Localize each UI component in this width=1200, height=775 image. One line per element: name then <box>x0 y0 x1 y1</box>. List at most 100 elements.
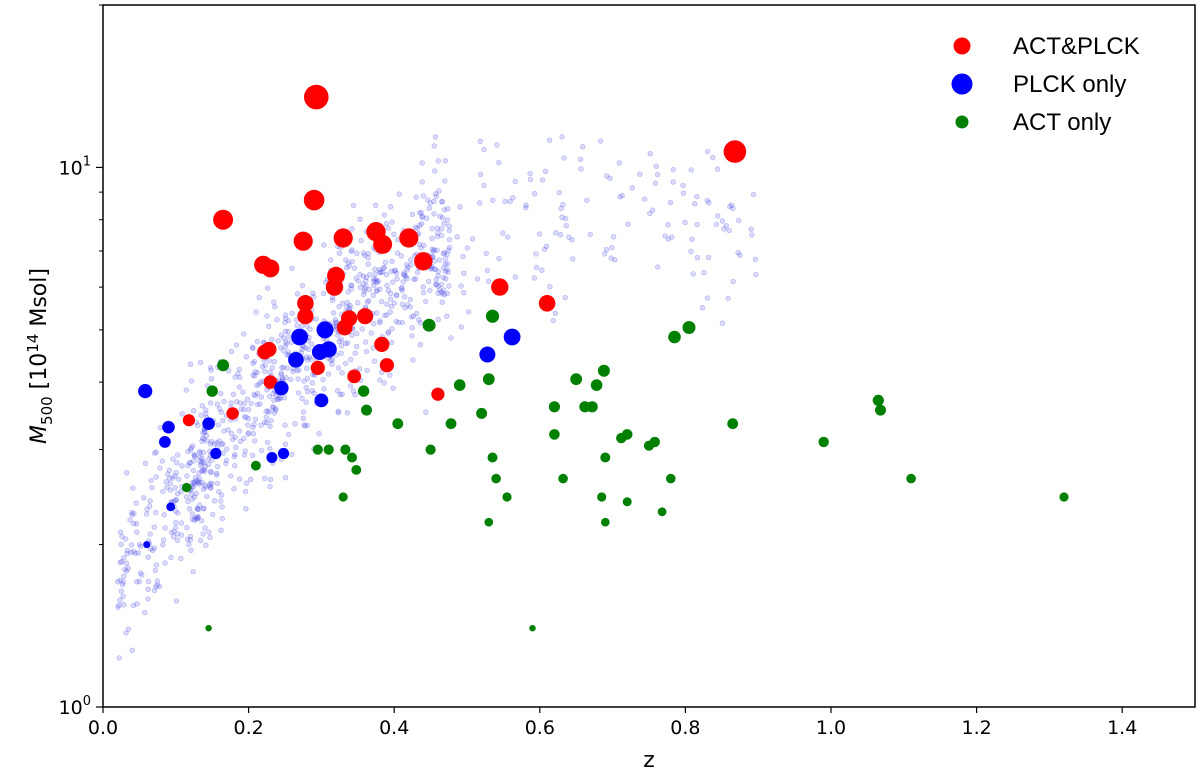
background-point <box>139 572 145 578</box>
background-point <box>220 450 226 456</box>
data-point <box>649 436 660 448</box>
background-point <box>412 224 419 231</box>
data-point <box>491 473 501 484</box>
background-point <box>391 231 397 238</box>
background-point <box>441 250 448 256</box>
background-point <box>189 516 196 522</box>
background-point <box>654 264 661 270</box>
background-point <box>496 255 502 262</box>
background-point <box>408 262 414 268</box>
background-point <box>192 515 198 521</box>
background-point <box>625 221 631 227</box>
background-point <box>220 417 226 424</box>
background-point <box>173 496 179 503</box>
data-point <box>1059 492 1069 502</box>
background-point <box>749 232 755 238</box>
background-point <box>283 375 289 381</box>
background-point <box>458 283 464 289</box>
background-point <box>619 192 625 199</box>
background-point <box>403 273 409 280</box>
background-point <box>400 279 406 285</box>
background-point <box>469 236 476 242</box>
background-point <box>241 400 248 407</box>
background-point <box>176 476 182 483</box>
background-point <box>384 312 390 318</box>
data-point <box>548 401 561 413</box>
legend-marker <box>951 73 973 95</box>
background-point <box>197 462 204 468</box>
data-point <box>310 360 325 375</box>
background-point <box>439 198 445 205</box>
background-point <box>345 340 351 346</box>
background-point <box>284 365 290 371</box>
background-point <box>437 287 443 293</box>
background-point <box>197 454 203 461</box>
background-point <box>258 447 265 454</box>
background-point <box>207 364 214 371</box>
background-point <box>301 344 307 350</box>
background-point <box>335 365 342 371</box>
background-point <box>557 232 564 238</box>
data-point <box>340 444 351 455</box>
background-point <box>427 287 433 294</box>
data-point <box>347 452 357 463</box>
data-point <box>162 420 175 434</box>
background-point <box>357 271 363 278</box>
background-point <box>308 356 314 363</box>
background-point <box>228 431 235 437</box>
background-point <box>465 309 472 315</box>
background-point <box>694 221 700 228</box>
background-point <box>266 409 273 415</box>
background-point <box>240 389 246 395</box>
background-point <box>274 396 281 402</box>
data-point <box>297 295 314 312</box>
background-point <box>409 325 415 331</box>
background-point <box>387 290 394 297</box>
background-point <box>344 265 350 271</box>
background-point <box>377 318 383 324</box>
data-point <box>320 341 337 358</box>
background-point <box>432 168 438 174</box>
background-point <box>330 294 336 301</box>
background-point <box>267 476 274 483</box>
background-point <box>277 395 284 402</box>
background-point <box>433 191 439 197</box>
background-point <box>251 421 257 428</box>
background-point <box>389 326 395 332</box>
background-point <box>379 269 385 275</box>
background-point <box>295 376 301 382</box>
background-point <box>442 256 449 262</box>
background-point <box>405 264 411 270</box>
background-point <box>304 357 311 363</box>
background-point <box>129 509 135 516</box>
background-point <box>195 477 201 484</box>
background-point <box>336 303 342 310</box>
background-point <box>190 467 197 474</box>
background-point <box>694 254 701 261</box>
data-point <box>374 336 390 352</box>
background-point <box>236 428 243 434</box>
background-point <box>117 597 123 603</box>
data-point <box>357 308 374 325</box>
background-point <box>500 230 506 236</box>
background-point <box>232 374 238 380</box>
background-point <box>417 210 423 216</box>
background-point <box>243 480 250 486</box>
background-point <box>120 593 126 599</box>
background-point <box>269 365 275 371</box>
background-point <box>276 394 282 401</box>
background-point <box>221 428 227 434</box>
background-point <box>476 200 483 206</box>
background-point <box>408 314 415 320</box>
data-point <box>453 379 466 391</box>
background-point <box>195 513 201 520</box>
background-point <box>325 371 332 377</box>
y-axis-label: M500 [1014 Msol] <box>24 268 56 444</box>
background-point <box>362 252 368 259</box>
background-point <box>132 550 139 557</box>
background-point <box>578 166 584 172</box>
background-point <box>365 261 371 267</box>
background-point <box>420 290 427 296</box>
background-point <box>360 273 367 279</box>
background-point <box>649 207 656 213</box>
